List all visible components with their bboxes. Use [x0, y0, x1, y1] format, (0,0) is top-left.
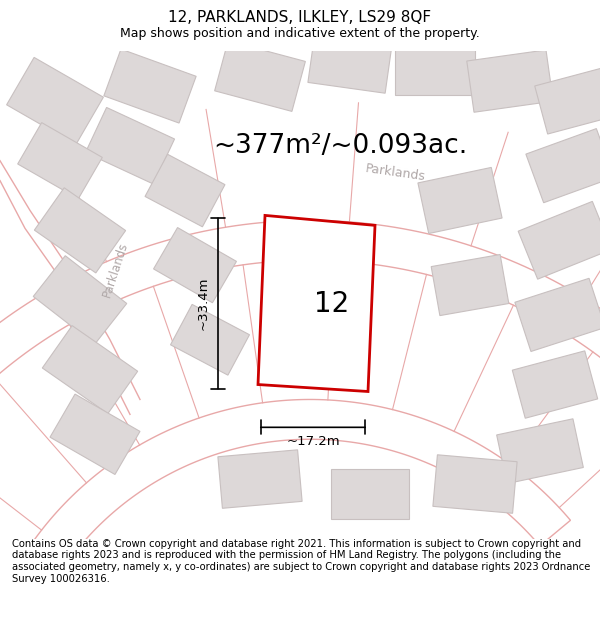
Polygon shape [7, 58, 103, 144]
Polygon shape [85, 107, 175, 184]
Polygon shape [433, 455, 517, 513]
Text: 12: 12 [314, 290, 349, 318]
Polygon shape [418, 168, 502, 234]
Polygon shape [515, 278, 600, 351]
Text: Map shows position and indicative extent of the property.: Map shows position and indicative extent… [120, 27, 480, 40]
Polygon shape [258, 216, 375, 391]
Polygon shape [50, 394, 140, 474]
Text: ~17.2m: ~17.2m [286, 435, 340, 448]
Text: Parklands: Parklands [100, 241, 130, 299]
Text: 12, PARKLANDS, ILKLEY, LS29 8QF: 12, PARKLANDS, ILKLEY, LS29 8QF [169, 10, 431, 25]
Polygon shape [526, 129, 600, 202]
Polygon shape [512, 351, 598, 418]
Polygon shape [497, 419, 583, 484]
Polygon shape [467, 50, 553, 112]
Polygon shape [104, 49, 196, 123]
Polygon shape [0, 221, 600, 464]
Polygon shape [331, 469, 409, 519]
Polygon shape [43, 326, 137, 414]
Text: Parklands: Parklands [364, 162, 426, 183]
Polygon shape [145, 154, 225, 227]
Polygon shape [431, 254, 509, 316]
Polygon shape [215, 41, 305, 111]
Polygon shape [33, 256, 127, 344]
Polygon shape [154, 228, 236, 302]
Polygon shape [308, 33, 392, 93]
Text: ~33.4m: ~33.4m [197, 277, 210, 330]
Text: Contains OS data © Crown copyright and database right 2021. This information is : Contains OS data © Crown copyright and d… [12, 539, 590, 584]
Polygon shape [518, 201, 600, 279]
Polygon shape [170, 304, 250, 375]
Polygon shape [535, 68, 600, 134]
Polygon shape [34, 188, 125, 273]
Polygon shape [272, 248, 358, 352]
Polygon shape [218, 450, 302, 508]
Polygon shape [17, 122, 103, 199]
Polygon shape [31, 399, 571, 566]
Text: ~377m²/~0.093ac.: ~377m²/~0.093ac. [213, 132, 467, 159]
Polygon shape [395, 43, 475, 95]
